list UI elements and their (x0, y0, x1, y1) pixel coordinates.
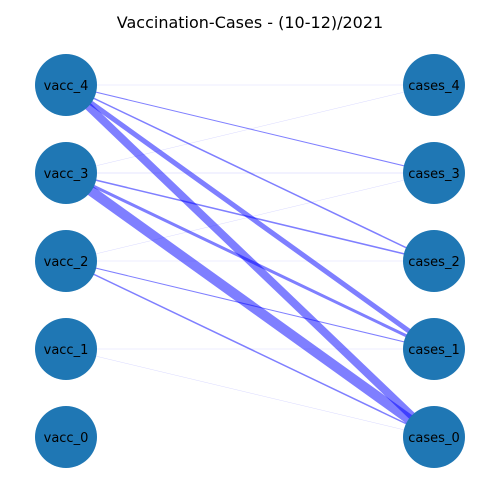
node-vacc_2: vacc_2 (35, 230, 97, 292)
node-circle (35, 406, 97, 468)
edge-layer (61, 81, 439, 442)
edge-vacc_3-cases_2 (65, 172, 435, 262)
node-circle (35, 230, 97, 292)
edge-vacc_2-cases_0 (65, 260, 435, 438)
node-vacc_0: vacc_0 (35, 406, 97, 468)
node-label: cases_4 (408, 79, 459, 94)
node-circle (403, 54, 465, 116)
node-vacc_3: vacc_3 (35, 142, 97, 204)
node-cases_3: cases_3 (403, 142, 465, 204)
node-label: vacc_1 (44, 343, 89, 358)
node-vacc_4: vacc_4 (35, 54, 97, 116)
node-label: cases_0 (408, 431, 459, 446)
node-circle (403, 406, 465, 468)
node-cases_1: cases_1 (403, 318, 465, 380)
node-circle (403, 230, 465, 292)
edge-vacc_2-cases_1 (65, 260, 435, 350)
node-label: vacc_3 (44, 167, 89, 182)
edge-vacc_4-cases_2 (65, 84, 435, 262)
edge-vacc_4-cases_3 (65, 84, 435, 174)
edge-vacc_3-cases_4 (65, 84, 435, 174)
node-label: cases_3 (408, 167, 459, 182)
node-label: vacc_4 (44, 79, 89, 94)
node-circle (35, 142, 97, 204)
node-layer: vacc_4 vacc_3 vacc_2 vacc_1 vacc_0 cases_4cas… (35, 54, 465, 468)
node-label: cases_1 (408, 343, 459, 358)
node-circle (403, 142, 465, 204)
node-circle (35, 318, 97, 380)
edge-vacc_3-cases_1 (64, 171, 436, 351)
diagram-title: Vaccination-Cases - (10-12)/2021 (117, 13, 383, 32)
edge-vacc_1-cases_0 (65, 348, 435, 438)
node-vacc_1: vacc_1 (35, 318, 97, 380)
node-circle (403, 318, 465, 380)
node-cases_0: cases_0 (403, 406, 465, 468)
node-circle (35, 54, 97, 116)
node-label: vacc_0 (44, 431, 89, 446)
node-label: vacc_2 (44, 255, 89, 270)
edge-vacc_2-cases_3 (65, 172, 435, 262)
node-cases_2: cases_2 (403, 230, 465, 292)
node-cases_4: cases_4 (403, 54, 465, 116)
node-label: cases_2 (408, 255, 459, 270)
